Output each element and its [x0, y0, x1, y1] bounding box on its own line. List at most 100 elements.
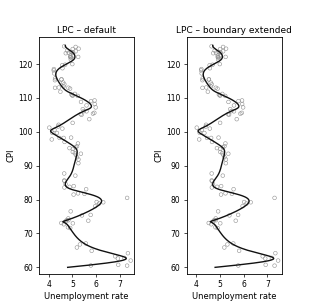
Point [209, 136, 214, 140]
Point [81, 109, 86, 114]
Point [92, 102, 97, 107]
Point [78, 151, 83, 156]
Point [56, 124, 61, 129]
Point [223, 46, 228, 51]
Point [226, 151, 231, 156]
Point [222, 245, 227, 250]
Point [236, 99, 241, 103]
Point [53, 76, 58, 81]
Point [62, 44, 67, 49]
Point [231, 103, 236, 108]
Point [240, 102, 245, 107]
Point [50, 130, 55, 135]
Point [72, 91, 77, 96]
Point [218, 50, 223, 55]
Point [101, 200, 106, 205]
Point [218, 53, 223, 58]
Point [74, 245, 80, 250]
Point [223, 93, 228, 98]
Point [218, 221, 223, 226]
Point [211, 181, 216, 186]
Point [231, 241, 236, 246]
Point [66, 218, 71, 223]
Point [199, 68, 204, 73]
Point [241, 105, 246, 110]
Point [92, 98, 97, 103]
Point [218, 47, 223, 51]
Point [70, 62, 75, 67]
Point [229, 109, 234, 114]
Point [209, 44, 214, 49]
Point [215, 225, 220, 230]
Point [69, 50, 74, 55]
Point [61, 136, 66, 140]
Point [113, 254, 118, 259]
Point [68, 55, 73, 59]
Point [70, 221, 75, 226]
Point [75, 93, 80, 98]
Point [76, 55, 81, 59]
Point [65, 48, 70, 53]
Point [276, 258, 281, 263]
Point [88, 213, 93, 217]
Point [69, 55, 74, 60]
Point [206, 77, 211, 82]
Point [210, 62, 215, 67]
Point [213, 85, 218, 90]
Point [62, 171, 67, 176]
Point [60, 66, 65, 71]
Point [59, 221, 64, 225]
Point [217, 62, 222, 67]
X-axis label: Unemployment rate: Unemployment rate [192, 292, 276, 301]
Point [115, 256, 120, 261]
Point [226, 99, 231, 104]
Point [202, 131, 207, 136]
Point [54, 131, 59, 136]
Point [70, 53, 75, 58]
Point [221, 152, 226, 157]
Point [126, 251, 131, 256]
Point [67, 146, 72, 151]
Point [199, 67, 204, 71]
Point [216, 135, 221, 140]
Point [225, 242, 230, 247]
Point [122, 255, 127, 260]
Point [51, 67, 56, 71]
Point [220, 151, 225, 156]
Point [216, 55, 221, 60]
Point [78, 112, 83, 117]
Point [57, 136, 62, 140]
Point [63, 219, 68, 224]
Point [90, 111, 95, 116]
Point [204, 85, 209, 90]
Point [58, 89, 63, 94]
Point [213, 225, 218, 230]
Point [66, 216, 71, 221]
Point [63, 181, 68, 186]
Point [66, 50, 71, 55]
Point [223, 161, 228, 166]
Point [206, 221, 211, 225]
Point [61, 222, 66, 227]
Point [218, 146, 223, 151]
Point [215, 53, 220, 58]
Point [209, 178, 214, 183]
Point [223, 141, 228, 146]
Point [234, 117, 239, 122]
Point [209, 222, 214, 227]
Point [53, 85, 58, 90]
Point [204, 136, 209, 140]
Point [73, 145, 78, 150]
Point [64, 218, 69, 223]
Point [73, 152, 78, 157]
Point [68, 57, 73, 62]
Point [229, 191, 234, 196]
Point [209, 185, 214, 190]
X-axis label: Unemployment rate: Unemployment rate [44, 292, 129, 301]
Point [214, 146, 219, 151]
Point [218, 120, 223, 125]
Point [248, 200, 253, 205]
Point [59, 77, 64, 82]
Point [70, 149, 75, 154]
Point [62, 140, 67, 144]
